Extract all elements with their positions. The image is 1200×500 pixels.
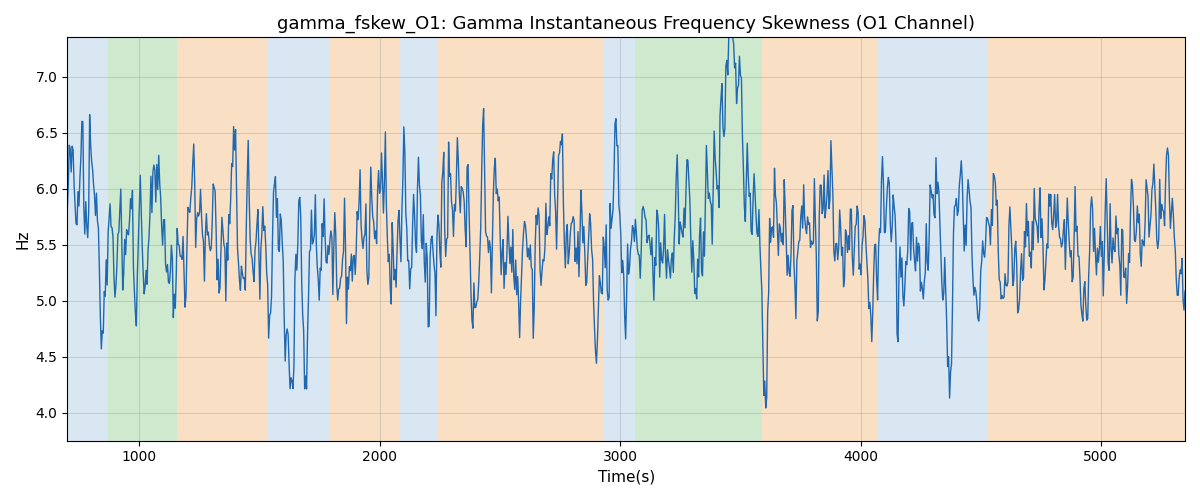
Bar (398, 38, 438, 440)
Bar (176, 38, 266, 440)
Bar (877, 38, 988, 440)
Y-axis label: Hz: Hz (16, 230, 30, 249)
Bar (438, 38, 604, 440)
Bar (329, 38, 398, 440)
Title: gamma_fskew_O1: Gamma Instantaneous Frequency Skewness (O1 Channel): gamma_fskew_O1: Gamma Instantaneous Freq… (277, 15, 976, 34)
Bar (988, 38, 1186, 440)
Bar (604, 38, 635, 440)
Bar (67, 38, 108, 440)
Bar (640, 38, 762, 440)
Bar (266, 38, 329, 440)
Bar (762, 38, 877, 440)
Bar (108, 38, 176, 440)
X-axis label: Time(s): Time(s) (598, 470, 655, 485)
Bar (635, 38, 640, 440)
